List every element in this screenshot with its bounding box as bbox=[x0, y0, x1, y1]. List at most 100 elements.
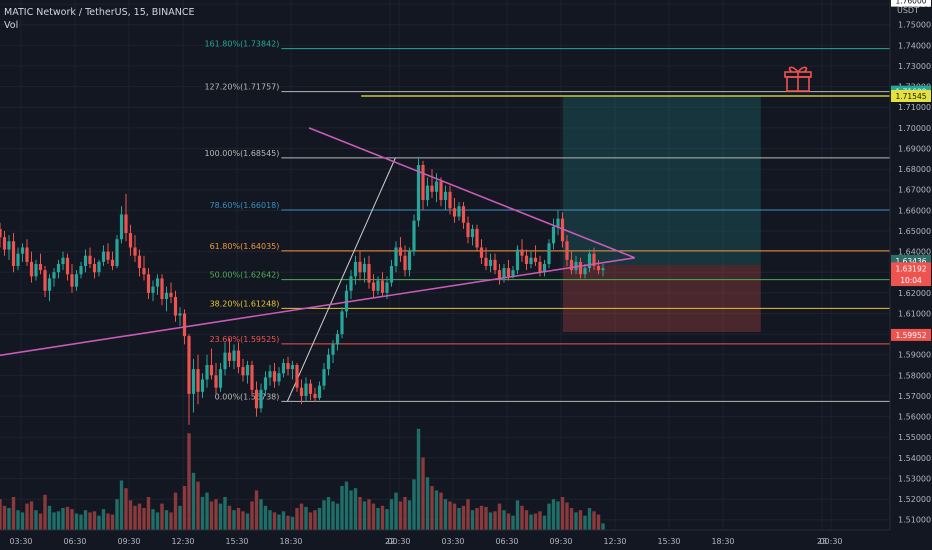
candle-body bbox=[74, 274, 79, 287]
candle-body bbox=[47, 278, 52, 291]
volume-bar bbox=[169, 512, 173, 530]
volume-bar bbox=[250, 501, 254, 530]
volume-bar bbox=[281, 511, 286, 530]
candle-body bbox=[65, 257, 70, 275]
time-tick-label: 12:30 bbox=[603, 537, 626, 546]
volume-bar bbox=[583, 515, 587, 530]
volume-bar bbox=[403, 497, 407, 530]
candle-body bbox=[133, 247, 137, 256]
volume-bar bbox=[7, 508, 11, 530]
long-position-tool[interactable] bbox=[562, 95, 761, 333]
volume-bar bbox=[547, 503, 551, 530]
candle-body bbox=[538, 261, 542, 273]
candle-body bbox=[241, 367, 245, 376]
fib-level-label: 100.00%(1.68545) bbox=[204, 149, 279, 158]
price-tick-label: 1.58000 bbox=[898, 371, 931, 380]
volume-bar bbox=[367, 499, 371, 530]
candle-body bbox=[434, 181, 439, 192]
candle-body bbox=[259, 389, 263, 409]
volume-bar bbox=[421, 457, 425, 530]
time-tick-label: 22 bbox=[385, 537, 395, 546]
volume-bar bbox=[160, 503, 164, 530]
volume-bar bbox=[70, 509, 74, 530]
time-tick-label: 03:30 bbox=[9, 537, 32, 546]
volume-bar bbox=[389, 499, 394, 530]
candle-body bbox=[79, 266, 83, 275]
volume-bar bbox=[551, 499, 556, 530]
volume-bar bbox=[596, 514, 601, 530]
time-tick-label: 12:30 bbox=[171, 537, 194, 546]
candle-body bbox=[227, 352, 232, 361]
candle-body bbox=[97, 261, 101, 273]
candle-body bbox=[196, 369, 200, 392]
candle-body bbox=[191, 369, 196, 394]
candle-body bbox=[313, 393, 317, 399]
volume-bar bbox=[448, 501, 452, 530]
candle-body bbox=[565, 241, 569, 260]
volume-bar bbox=[115, 499, 119, 530]
time-tick-label: 06:30 bbox=[495, 537, 518, 546]
volume-bar bbox=[353, 488, 358, 530]
candle-body bbox=[502, 268, 506, 279]
fib-level-label: 78.60%(1.66018) bbox=[210, 201, 280, 210]
volume-bar bbox=[205, 492, 209, 530]
volume-bar bbox=[259, 499, 263, 530]
volume-bar bbox=[155, 512, 160, 530]
candle-body bbox=[83, 255, 88, 267]
candle-body bbox=[205, 365, 209, 380]
candle-body bbox=[515, 249, 520, 271]
candle-body bbox=[119, 214, 124, 240]
volume-bar bbox=[133, 505, 137, 530]
volume-bar bbox=[380, 505, 385, 530]
volume-indicator-label[interactable]: Vol bbox=[4, 20, 19, 31]
symbol-title[interactable]: MATIC Network / TetherUS, 15, BINANCE bbox=[4, 7, 195, 18]
price-tick-label: 1.64000 bbox=[898, 248, 931, 257]
price-tag-box bbox=[891, 0, 931, 7]
price-tick-label: 1.52000 bbox=[898, 495, 931, 504]
fib-retracement[interactable]: 161.80%(1.73842) 127.20%(1.71757) 100.00%(… bbox=[204, 40, 890, 402]
candle-body bbox=[169, 292, 173, 297]
candle-body bbox=[0, 228, 2, 238]
candle-body bbox=[416, 164, 421, 221]
candle-body bbox=[92, 263, 97, 273]
candle-body bbox=[344, 290, 349, 312]
volume-bar bbox=[452, 503, 457, 530]
volume-bar bbox=[538, 511, 542, 530]
volume-bar bbox=[268, 510, 272, 530]
candle-body bbox=[407, 251, 412, 271]
candle-body bbox=[340, 311, 344, 335]
candle-body bbox=[182, 313, 187, 337]
candle-body bbox=[380, 280, 385, 293]
candle-body bbox=[475, 228, 479, 248]
candle-body bbox=[493, 259, 497, 271]
price-tick-label: 1.62000 bbox=[898, 289, 931, 298]
volume-bar bbox=[232, 510, 236, 530]
candle-body bbox=[529, 257, 533, 264]
volume-bar bbox=[254, 490, 259, 530]
volume-bar bbox=[466, 499, 470, 530]
time-tick-label: 03:30 bbox=[441, 537, 464, 546]
candle-body bbox=[520, 249, 524, 256]
gift-icon[interactable] bbox=[784, 66, 812, 92]
candle-body bbox=[349, 276, 353, 291]
volume-bar bbox=[25, 503, 29, 530]
volume-bar bbox=[88, 512, 92, 530]
triangle-pattern[interactable] bbox=[0, 127, 636, 365]
candle-body bbox=[61, 257, 65, 264]
candle-body bbox=[578, 261, 583, 275]
time-axis-panel[interactable] bbox=[0, 530, 932, 550]
volume-bar bbox=[313, 510, 317, 530]
volume-bar bbox=[601, 523, 605, 530]
volume-bar bbox=[0, 499, 2, 530]
candle-body bbox=[304, 383, 308, 396]
volume-bar bbox=[110, 514, 115, 530]
volume-bar bbox=[376, 508, 380, 530]
price-tick-label: 1.59000 bbox=[898, 351, 931, 360]
volume-bar bbox=[358, 497, 362, 530]
volume-bar bbox=[529, 514, 533, 530]
candle-body bbox=[421, 164, 425, 201]
volume-bar bbox=[493, 511, 497, 530]
candle-body bbox=[101, 251, 106, 262]
